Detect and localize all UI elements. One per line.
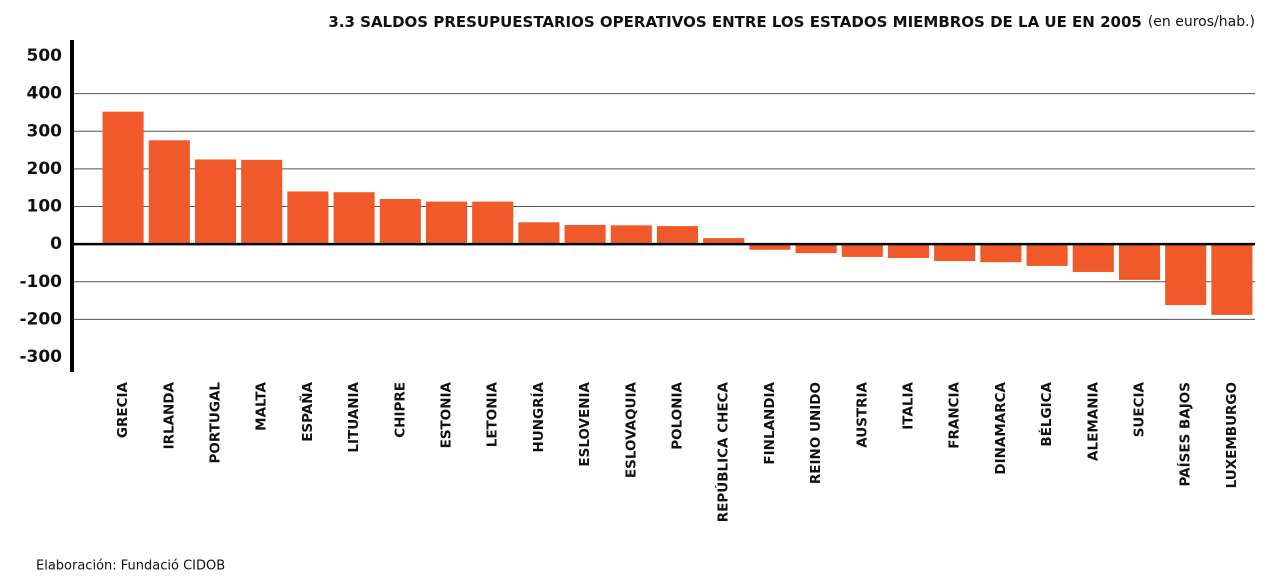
source-note: Elaboración: Fundació CIDOB — [36, 559, 225, 574]
bar — [610, 225, 652, 245]
bar — [241, 159, 283, 245]
y-tick-label: 500 — [27, 46, 63, 66]
x-tick-label: REPÚBLICA CHECA — [714, 381, 732, 522]
y-tick-label: -200 — [19, 309, 62, 329]
bar — [703, 238, 745, 245]
bar — [564, 224, 606, 245]
bar — [980, 244, 1022, 263]
x-tick-label: LETONIA — [485, 381, 501, 447]
x-tick-label: CHIPRE — [392, 382, 408, 438]
bar — [1072, 244, 1114, 272]
x-tick-label: FINLANDIA — [762, 381, 778, 464]
bar — [934, 244, 976, 262]
bar — [749, 244, 791, 250]
y-tick-label: 100 — [27, 197, 63, 217]
x-tick-label: ESLOVENIA — [577, 381, 593, 466]
x-tick-label: ALEMANIA — [1085, 381, 1101, 460]
bar — [1211, 244, 1253, 315]
chart-heading: 3.3 SALDOS PRESUPUESTARIOS OPERATIVOS EN… — [328, 13, 1255, 31]
x-tick-label: IRLANDA — [161, 381, 177, 449]
x-tick-label: ITALIA — [901, 381, 917, 429]
x-tick-label: LUXEMBURGO — [1224, 382, 1240, 488]
y-tick-label: 300 — [27, 121, 63, 141]
x-tick-label: GRECIA — [115, 381, 131, 438]
bar — [102, 111, 144, 245]
bar — [887, 244, 930, 259]
x-tick-label: HUNGRÍA — [530, 381, 547, 452]
bar — [1165, 244, 1207, 306]
y-tick-label: -300 — [19, 347, 62, 367]
x-tick-label: DINAMARCA — [993, 381, 1009, 474]
x-tick-label: POLONIA — [670, 381, 686, 449]
bar — [841, 244, 883, 257]
bar — [194, 159, 237, 245]
bar — [333, 192, 375, 245]
x-tick-label: SUECIA — [1132, 381, 1148, 437]
y-tick-label: 400 — [27, 84, 63, 104]
x-tick-label: AUSTRIA — [854, 381, 870, 447]
bar — [472, 201, 514, 245]
x-tick-label: PAÍSES BAJOS — [1177, 382, 1194, 486]
x-tick-label: MALTA — [254, 381, 270, 430]
y-tick-label: 0 — [50, 234, 62, 254]
y-tick-label: -100 — [19, 272, 62, 292]
x-tick-label: PORTUGAL — [208, 382, 224, 464]
x-tick-label: LITUANIA — [346, 381, 362, 452]
bar — [148, 140, 190, 245]
x-tick-label: ESTONIA — [439, 381, 455, 448]
bar — [518, 222, 560, 245]
bar — [287, 191, 329, 245]
x-tick-label: ESLOVAQUIA — [623, 381, 639, 478]
chart-title: 3.3 SALDOS PRESUPUESTARIOS OPERATIVOS EN… — [328, 13, 1141, 31]
bar — [795, 244, 837, 254]
x-tick-label: FRANCIA — [947, 381, 963, 448]
bar — [379, 198, 421, 245]
x-tick-label: BÉLGICA — [1038, 381, 1055, 446]
bar — [656, 226, 699, 245]
x-tick-label: ESPAÑA — [299, 381, 316, 441]
bar — [425, 201, 468, 245]
bar — [1118, 244, 1161, 280]
y-tick-label: 200 — [27, 159, 63, 179]
x-tick-label: REINO UNIDO — [808, 382, 824, 484]
chart-subtitle: (en euros/hab.) — [1148, 14, 1255, 30]
bar — [1026, 244, 1068, 266]
